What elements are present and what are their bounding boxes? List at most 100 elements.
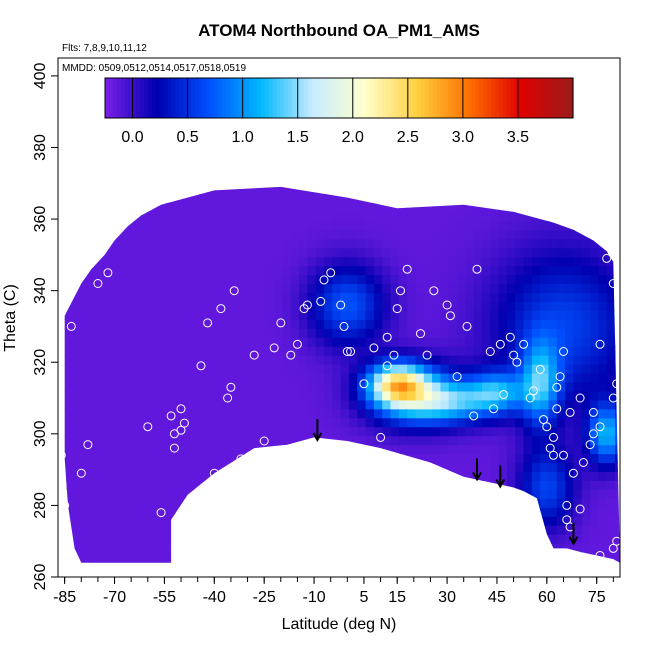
heatmap-cell — [82, 489, 92, 499]
heatmap-cell — [407, 498, 417, 508]
heatmap-cell — [423, 560, 433, 563]
heatmap-cell — [348, 471, 358, 481]
heatmap-cell — [523, 247, 533, 258]
heatmap-cell — [440, 292, 450, 302]
heatmap-cell — [598, 292, 608, 302]
heatmap-cell — [332, 292, 342, 302]
heatmap-cell — [249, 292, 259, 302]
heatmap-cell — [573, 372, 583, 383]
colorbar-segment — [553, 78, 558, 118]
heatmap-cell — [382, 283, 392, 294]
heatmap-cell — [473, 435, 483, 446]
heatmap-cell — [257, 355, 267, 365]
heatmap-cell — [448, 346, 458, 356]
heatmap-cell — [182, 534, 192, 544]
heatmap-cell — [565, 435, 575, 446]
heatmap-cell — [365, 390, 375, 401]
heatmap-cell — [348, 256, 358, 267]
heatmap-cell — [199, 301, 209, 311]
heatmap-cell — [299, 480, 308, 490]
heatmap-cell — [75, 176, 84, 186]
heatmap-cell — [307, 211, 317, 222]
sample-point — [382, 361, 392, 371]
heatmap-cell — [182, 507, 192, 517]
heatmap-cell — [606, 310, 616, 320]
heatmap-cell — [82, 283, 92, 294]
heatmap-cell — [382, 381, 392, 392]
heatmap-cell — [82, 534, 92, 544]
heatmap-cell — [116, 453, 126, 464]
heatmap-cell — [299, 453, 308, 464]
heatmap-cell — [199, 238, 209, 249]
heatmap-cell — [265, 265, 275, 276]
colorbar-tick-label: 1.0 — [232, 129, 254, 146]
heatmap-cell — [224, 444, 234, 455]
heatmap-cell — [498, 453, 508, 464]
heatmap-cell — [141, 525, 151, 535]
heatmap-cell — [382, 408, 392, 419]
heatmap-cell — [590, 364, 599, 374]
colorbar-segment — [374, 78, 379, 118]
heatmap-cell — [540, 408, 550, 419]
heatmap-cell — [182, 274, 192, 285]
heatmap-cell — [240, 265, 250, 276]
heatmap-cell — [373, 346, 383, 356]
heatmap-cell — [373, 390, 383, 401]
heatmap-cell — [99, 390, 109, 401]
heatmap-cell — [132, 453, 142, 464]
heatmap-cell — [64, 534, 67, 544]
heatmap-cell — [74, 319, 84, 329]
heatmap-cell — [64, 525, 67, 535]
heatmap-cell — [365, 426, 375, 437]
heatmap-cell — [465, 283, 475, 294]
heatmap-cell — [64, 292, 67, 302]
heatmap-cell — [149, 211, 159, 222]
heatmap-cell — [215, 211, 225, 222]
heatmap-cell — [473, 543, 483, 553]
sample-point — [392, 304, 402, 314]
heatmap-cell — [340, 274, 350, 285]
heatmap-cell — [124, 453, 134, 464]
heatmap-cell — [556, 408, 566, 419]
heatmap-cell — [548, 194, 558, 204]
heatmap-cell — [182, 453, 192, 464]
heatmap-cell — [207, 186, 217, 195]
heatmap-cell — [415, 194, 425, 204]
heatmap-cell — [215, 238, 225, 249]
heatmap-cell — [74, 337, 84, 347]
heatmap-cell — [199, 265, 209, 276]
heatmap-cell — [215, 355, 225, 365]
heatmap-cell — [473, 399, 483, 410]
heatmap-cell — [598, 462, 608, 473]
heatmap-cell — [348, 319, 358, 329]
heatmap-cell — [299, 186, 308, 195]
heatmap-cell — [457, 399, 466, 410]
heatmap-cell — [107, 471, 117, 481]
sample-point — [615, 329, 620, 339]
colorbar-segment — [249, 78, 254, 118]
heatmap-cell — [207, 399, 217, 410]
heatmap-cell — [423, 265, 433, 276]
heatmap-cell — [107, 462, 117, 473]
heatmap-cell — [91, 229, 101, 240]
heatmap-cell — [290, 534, 300, 544]
heatmap-cell — [440, 220, 450, 231]
heatmap-cell — [473, 372, 483, 383]
heatmap-cell — [440, 471, 450, 481]
colorbar-segment — [417, 78, 422, 118]
heatmap-cell — [332, 220, 342, 231]
heatmap-cell — [440, 498, 450, 508]
heatmap-cell — [515, 283, 525, 294]
heatmap-cell — [215, 328, 225, 338]
colorbar-segment — [136, 78, 141, 118]
heatmap-cell — [473, 265, 483, 276]
heatmap-cell — [382, 186, 392, 195]
heatmap-cell — [340, 301, 350, 311]
heatmap-cell — [182, 372, 192, 383]
heatmap-cell — [465, 507, 475, 517]
heatmap-cell — [548, 408, 558, 419]
heatmap-cell — [390, 247, 400, 258]
heatmap-cell — [174, 471, 184, 481]
sample-point — [402, 264, 412, 274]
heatmap-cell — [440, 417, 450, 428]
